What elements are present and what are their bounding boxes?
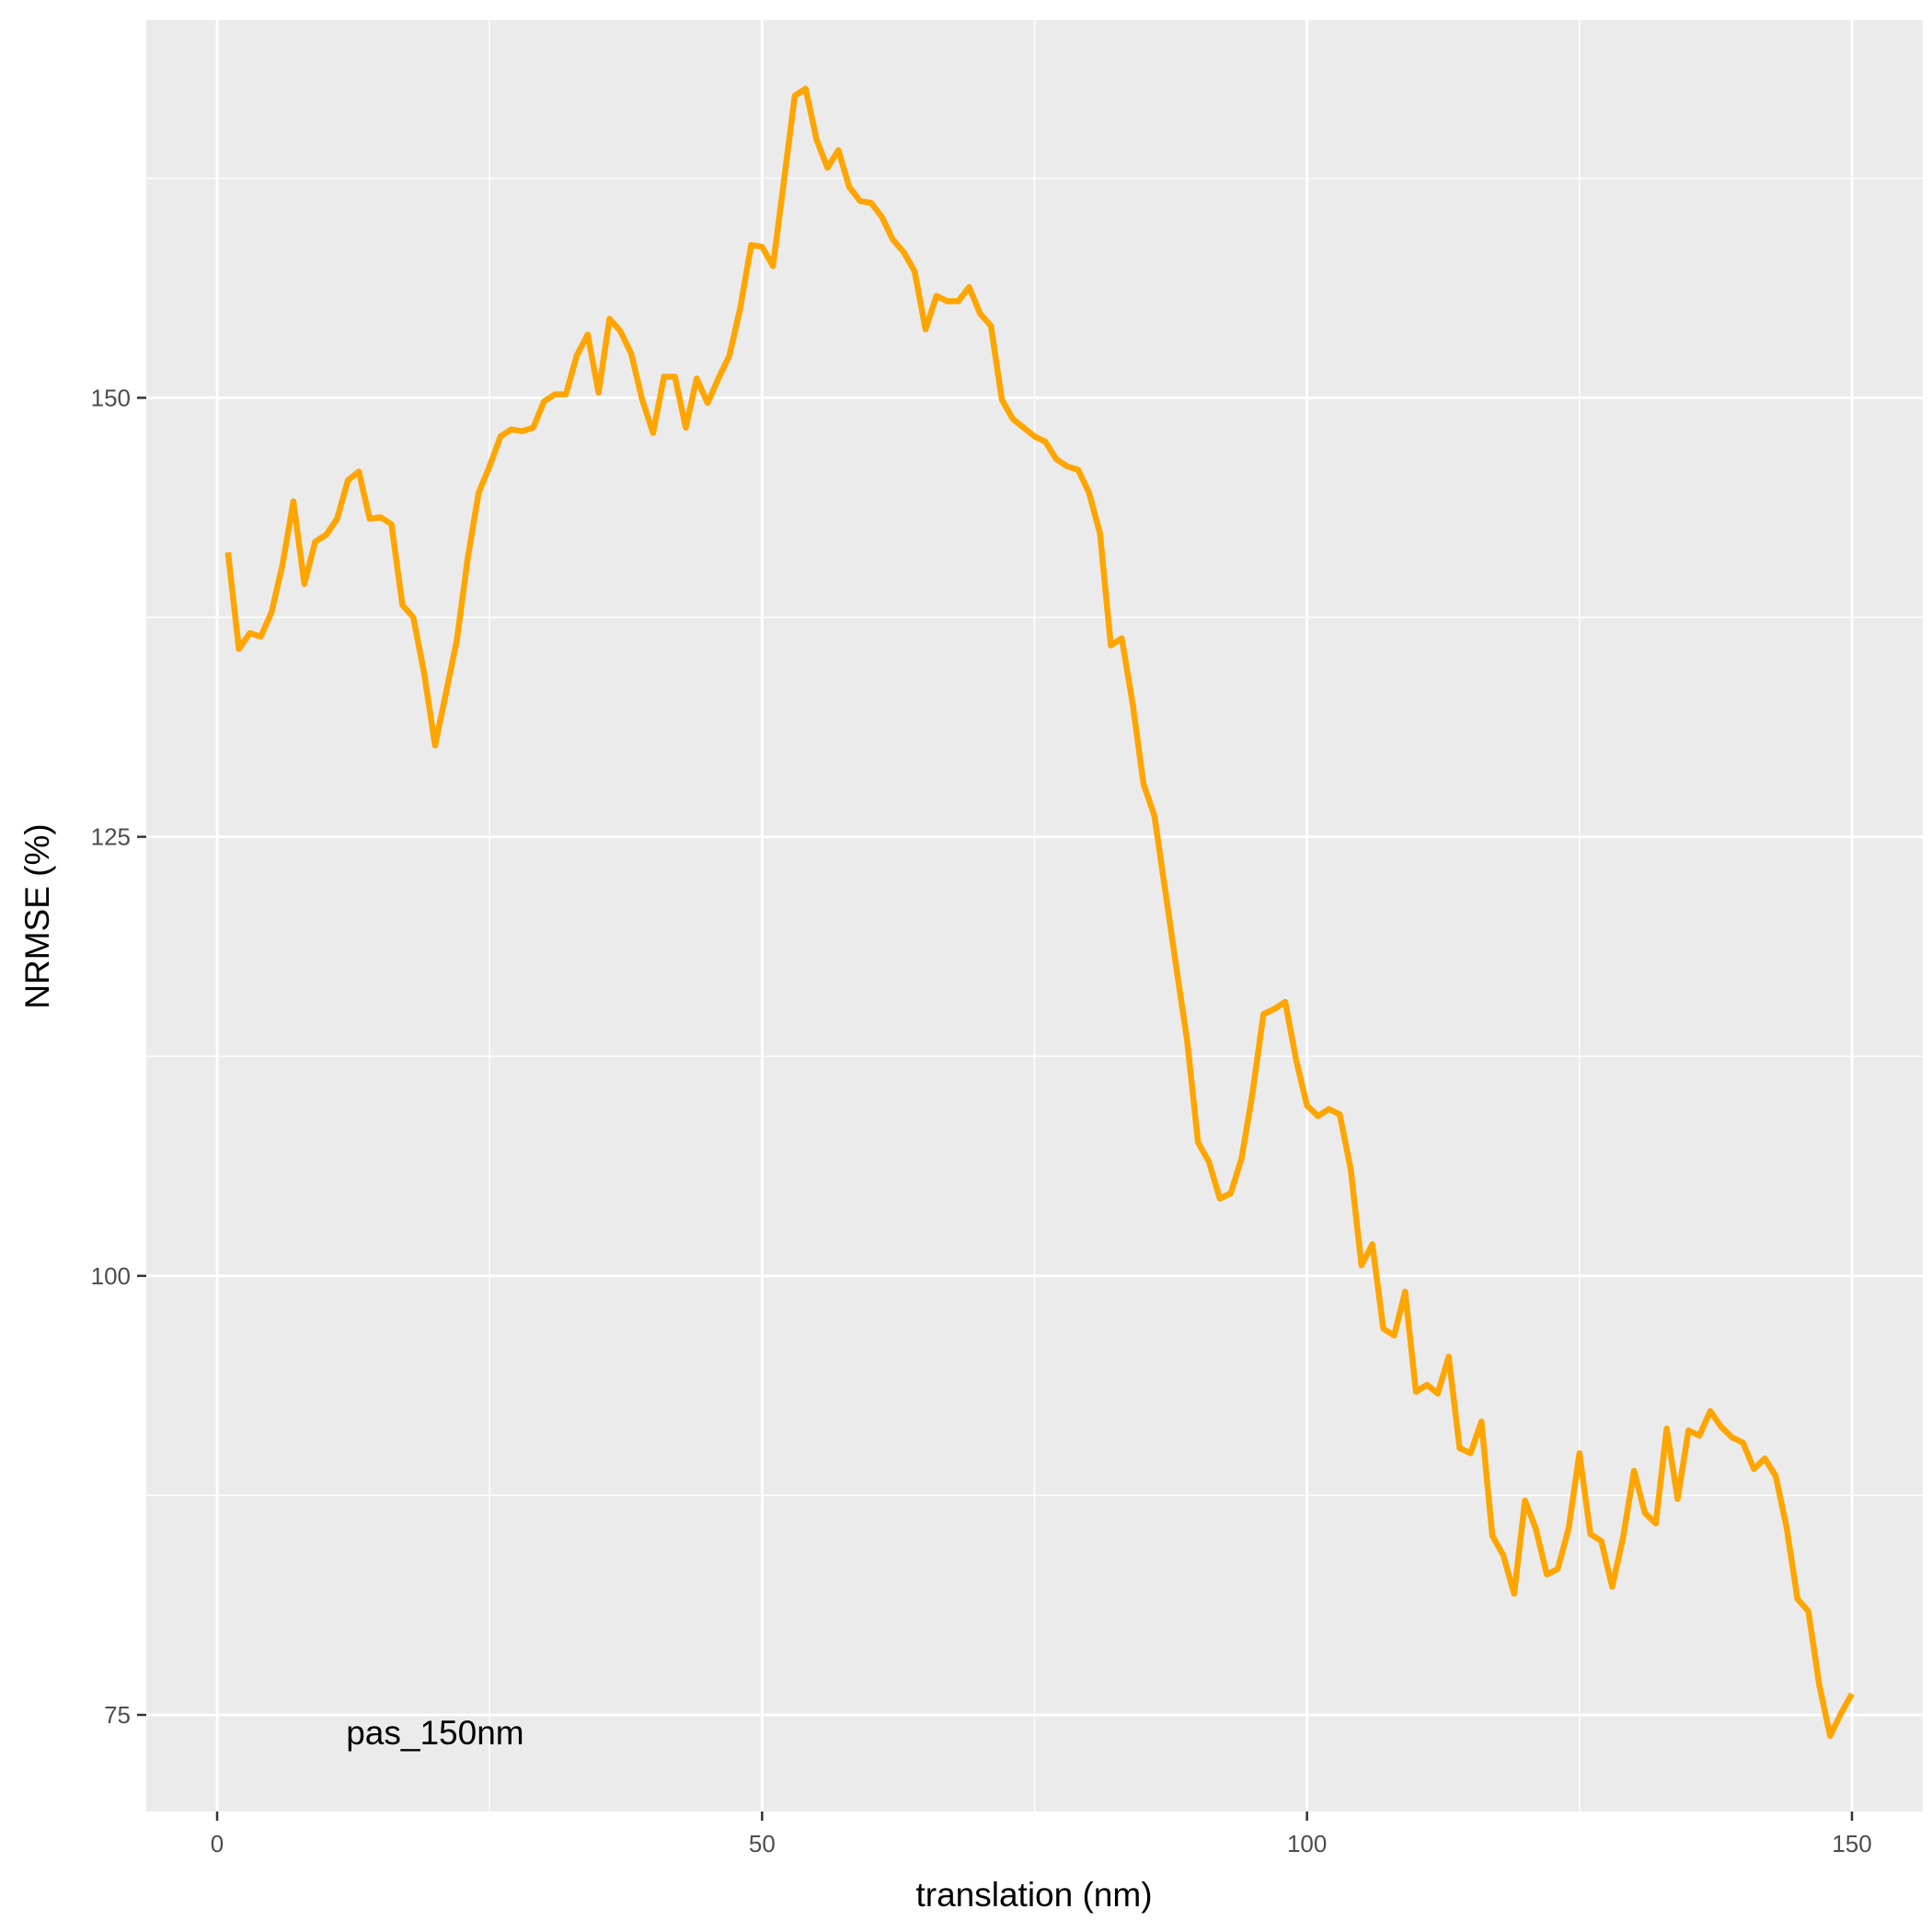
- x-axis-title: translation (nm): [915, 1876, 1152, 1914]
- y-axis-title: NRMSE (%): [18, 823, 56, 1008]
- x-tick-label: 100: [1287, 1830, 1327, 1857]
- minor-gridlines: [146, 20, 1923, 1811]
- y-tick-label: 75: [104, 1701, 131, 1729]
- x-tick-label: 0: [211, 1830, 224, 1857]
- series-line: [224, 86, 1855, 1740]
- y-axis-ticks: 75 100 125 150: [91, 384, 146, 1729]
- major-gridlines: [146, 20, 1923, 1811]
- series-layer: [224, 86, 1855, 1740]
- y-tick-label: 100: [91, 1262, 131, 1290]
- x-tick-label: 150: [1832, 1830, 1871, 1857]
- y-tick-label: 150: [91, 384, 131, 411]
- y-tick-label: 125: [91, 823, 131, 851]
- panel-annotation: pas_150nm: [346, 1714, 523, 1752]
- x-axis-ticks: 0 50 100 150: [211, 1811, 1872, 1857]
- x-tick-label: 50: [749, 1830, 776, 1857]
